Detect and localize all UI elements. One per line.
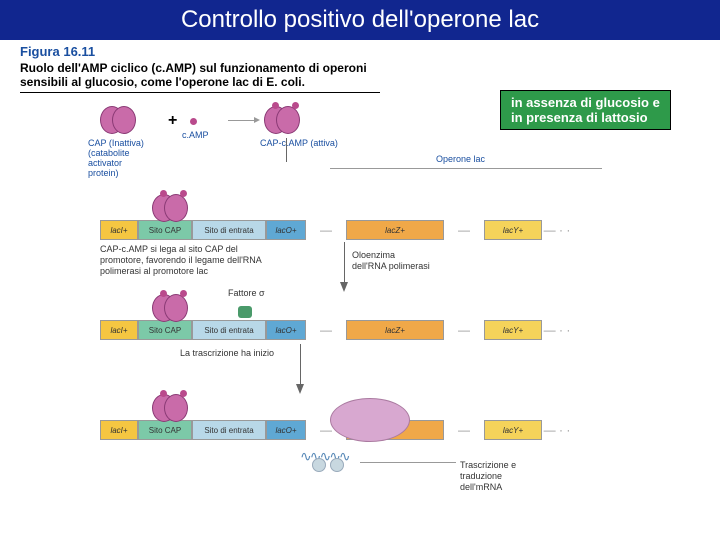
dna-row: lacI+Sito CAPSito di entratalacO+—lacZ+—… (100, 220, 572, 240)
ribosome (330, 458, 344, 472)
seg-lacZ: lacZ+ (346, 220, 444, 240)
camp-dot (160, 190, 167, 197)
figure-number: Figura 16.11 (20, 44, 700, 59)
dna-gap: — (444, 320, 484, 340)
cap-protein (152, 294, 188, 322)
cap-active-label: CAP-c.AMP (attiva) (260, 138, 338, 148)
dna-gap: — (444, 220, 484, 240)
seg-entry: Sito di entrata (192, 220, 266, 240)
translation-label: Trascrizione e traduzione dell'mRNA (460, 460, 516, 492)
cap-protein (152, 194, 188, 222)
seg-lacI: lacI+ (100, 320, 138, 340)
camp-dot (272, 102, 279, 109)
camp-label: c.AMP (182, 130, 209, 140)
step-arrow-stem (300, 344, 301, 384)
dna-tail: — · · (542, 220, 572, 240)
seg-entry: Sito di entrata (192, 320, 266, 340)
seg-cap-site: Sito CAP (138, 320, 192, 340)
camp-dot (180, 290, 187, 297)
dna-gap: — (306, 320, 346, 340)
page-title: Controllo positivo dell'operone lac (0, 6, 720, 34)
seg-lacI: lacI+ (100, 220, 138, 240)
camp-dot (160, 390, 167, 397)
seg-lacY: lacY+ (484, 320, 542, 340)
cap-inactive-label: CAP (Inattiva) (catabolite activator pro… (88, 138, 144, 178)
operon-label: Operone lac (436, 154, 485, 164)
operon-bracket (330, 168, 602, 169)
seg-entry: Sito di entrata (192, 420, 266, 440)
cap-protein (100, 106, 136, 134)
camp-dot (292, 102, 299, 109)
seg-lacI: lacI+ (100, 420, 138, 440)
camp-dot (160, 290, 167, 297)
rna-polymerase (330, 398, 410, 442)
dna-tail: — · · (542, 320, 572, 340)
plus-sign: + (168, 112, 177, 130)
seg-cap-site: Sito CAP (138, 220, 192, 240)
camp-dot (180, 190, 187, 197)
seg-lacO: lacO+ (266, 220, 306, 240)
step-arrow-head (296, 384, 304, 394)
arrow-description: Oloenzima dell'RNA polimerasi (352, 250, 430, 272)
ribosome (312, 458, 326, 472)
seg-lacY: lacY+ (484, 220, 542, 240)
cap-protein (152, 394, 188, 422)
dna-tail: — · · (542, 420, 572, 440)
arrow-head (254, 117, 260, 123)
step-description: La trascrizione ha inizio (180, 348, 274, 359)
step-description: CAP-c.AMP si lega al sito CAP del promot… (100, 244, 262, 276)
camp-molecule (190, 118, 197, 125)
seg-cap-site: Sito CAP (138, 420, 192, 440)
figure-header: Figura 16.11 Ruolo dell'AMP ciclico (c.A… (0, 40, 720, 95)
connector-line (286, 138, 287, 162)
dna-row: lacI+Sito CAPSito di entratalacO+—lacZ+—… (100, 320, 572, 340)
dna-gap: — (306, 220, 346, 240)
seg-lacO: lacO+ (266, 320, 306, 340)
seg-lacO: lacO+ (266, 420, 306, 440)
translation-arrow (360, 462, 456, 463)
camp-dot (180, 390, 187, 397)
dna-gap: — (444, 420, 484, 440)
figure-caption: Ruolo dell'AMP ciclico (c.AMP) sul funzi… (20, 61, 380, 93)
cap-protein (264, 106, 300, 134)
down-arrow-head (340, 282, 348, 292)
title-bar: Controllo positivo dell'operone lac (0, 0, 720, 40)
reaction-arrow (228, 120, 254, 121)
sigma-factor (238, 306, 252, 318)
seg-lacZ: lacZ+ (346, 320, 444, 340)
down-arrow-stem (344, 242, 345, 282)
sigma-label: Fattore σ (228, 288, 265, 298)
seg-lacY: lacY+ (484, 420, 542, 440)
